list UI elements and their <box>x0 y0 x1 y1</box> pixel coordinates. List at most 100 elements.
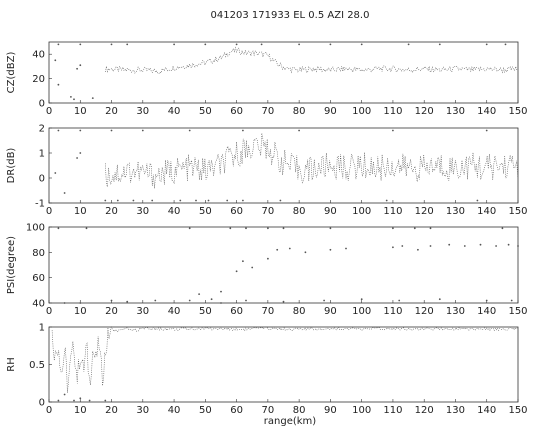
x-tick-label: 90 <box>324 106 337 117</box>
y-axis-label: DR(dB) <box>6 148 17 184</box>
data-point <box>438 43 441 46</box>
data-point <box>485 43 488 46</box>
panel-frame <box>48 41 519 104</box>
y-tick-label: 0 <box>39 99 45 110</box>
x-tick-label: 110 <box>383 206 402 217</box>
data-point <box>392 246 394 249</box>
data-point <box>495 245 497 247</box>
data-point <box>282 300 285 303</box>
data-point <box>141 129 144 132</box>
data-point <box>151 199 154 202</box>
x-tick-label: 80 <box>293 206 306 217</box>
y-tick-label: 20 <box>32 74 45 85</box>
data-point <box>76 157 78 159</box>
x-tick-label: 140 <box>477 306 496 317</box>
x-tick-label: 50 <box>199 405 212 416</box>
data-point <box>104 399 107 402</box>
x-tick-label: 90 <box>324 306 337 317</box>
data-point <box>54 172 57 174</box>
data-point <box>195 199 197 202</box>
x-tick-label: 80 <box>293 106 306 117</box>
data-point <box>54 59 57 62</box>
panel-frame <box>48 127 519 204</box>
y-tick-label: 2 <box>39 124 45 135</box>
x-tick-label: 0 <box>46 405 52 416</box>
panel-dr: 0 10 20 30 40 50 60 70 80 90 100 110 120 130 140 150-10… <box>6 124 528 218</box>
data-point <box>288 247 291 250</box>
data-point <box>345 247 347 250</box>
data-point <box>79 43 82 46</box>
data-point <box>360 43 363 46</box>
x-tick-label: 60 <box>230 405 243 416</box>
data-point <box>510 299 513 302</box>
data-point <box>417 248 419 251</box>
data-point <box>110 129 113 132</box>
x-tick-label: 40 <box>168 306 181 317</box>
data-point <box>204 43 207 46</box>
series-trace <box>105 133 519 189</box>
x-tick-label: 40 <box>168 405 181 416</box>
data-point <box>392 227 394 230</box>
x-tick-label: 60 <box>230 306 243 317</box>
x-tick-label: 80 <box>293 405 306 416</box>
data-point <box>304 251 307 254</box>
data-point <box>85 227 88 230</box>
x-tick-label: 100 <box>352 106 371 117</box>
chart-title: 041203 171933 EL 0.5 AZI 28.0 <box>211 10 370 21</box>
y-tick-label: 0.5 <box>29 360 45 371</box>
x-tick-label: 130 <box>446 206 465 217</box>
x-tick-label: 110 <box>383 405 402 416</box>
data-point <box>79 129 82 132</box>
y-tick-label: 0 <box>39 174 45 185</box>
data-point <box>104 199 107 202</box>
data-point <box>276 248 279 251</box>
data-point <box>210 298 213 301</box>
x-tick-label: 10 <box>74 106 87 117</box>
data-point <box>448 243 451 246</box>
data-point <box>501 227 504 230</box>
x-tick-label: 60 <box>230 206 243 217</box>
data-point <box>245 227 247 230</box>
data-point <box>279 199 282 202</box>
y-tick-label: 1 <box>39 149 45 160</box>
x-tick-label: 0 <box>46 306 52 317</box>
y-tick-label: -1 <box>35 199 45 210</box>
y-tick-label: 1 <box>39 323 45 334</box>
data-point <box>267 227 269 230</box>
data-point <box>91 97 94 99</box>
x-tick-label: 110 <box>383 106 402 117</box>
x-tick-label: 0 <box>46 206 52 217</box>
data-point <box>79 397 82 400</box>
data-point <box>413 227 416 230</box>
data-point <box>188 129 191 132</box>
data-point <box>220 302 222 304</box>
data-point <box>57 399 60 402</box>
x-tick-label: 70 <box>261 206 274 217</box>
data-point <box>79 64 82 67</box>
y-axis-label: PSI(degree) <box>6 236 17 294</box>
data-point <box>73 399 75 402</box>
x-tick-label: 130 <box>446 106 465 117</box>
data-point <box>57 227 60 230</box>
x-tick-label: 90 <box>324 405 337 416</box>
data-point <box>476 199 479 202</box>
data-point <box>179 199 182 202</box>
panel-rh: 0 10 20 30 40 50 60 70 80 90 100 110 120 130 140 150 0 0.… <box>6 323 528 417</box>
x-tick-label: 100 <box>352 306 371 317</box>
data-point <box>79 302 82 304</box>
data-point <box>70 96 72 98</box>
data-point <box>385 199 388 202</box>
x-tick-label: 120 <box>415 306 434 317</box>
data-point <box>63 192 66 194</box>
data-point <box>242 129 244 132</box>
data-point <box>485 299 488 302</box>
data-point <box>438 298 441 301</box>
y-tick-label: 60 <box>32 273 45 284</box>
data-point <box>110 43 113 46</box>
data-point <box>110 299 113 302</box>
data-point <box>79 152 82 154</box>
x-tick-label: 130 <box>446 306 465 317</box>
x-tick-label: 140 <box>477 106 496 117</box>
panel-psi: 0 10 20 30 40 50 60 70 80 90 100 110 120 130 140 150 40 6… <box>6 223 528 318</box>
